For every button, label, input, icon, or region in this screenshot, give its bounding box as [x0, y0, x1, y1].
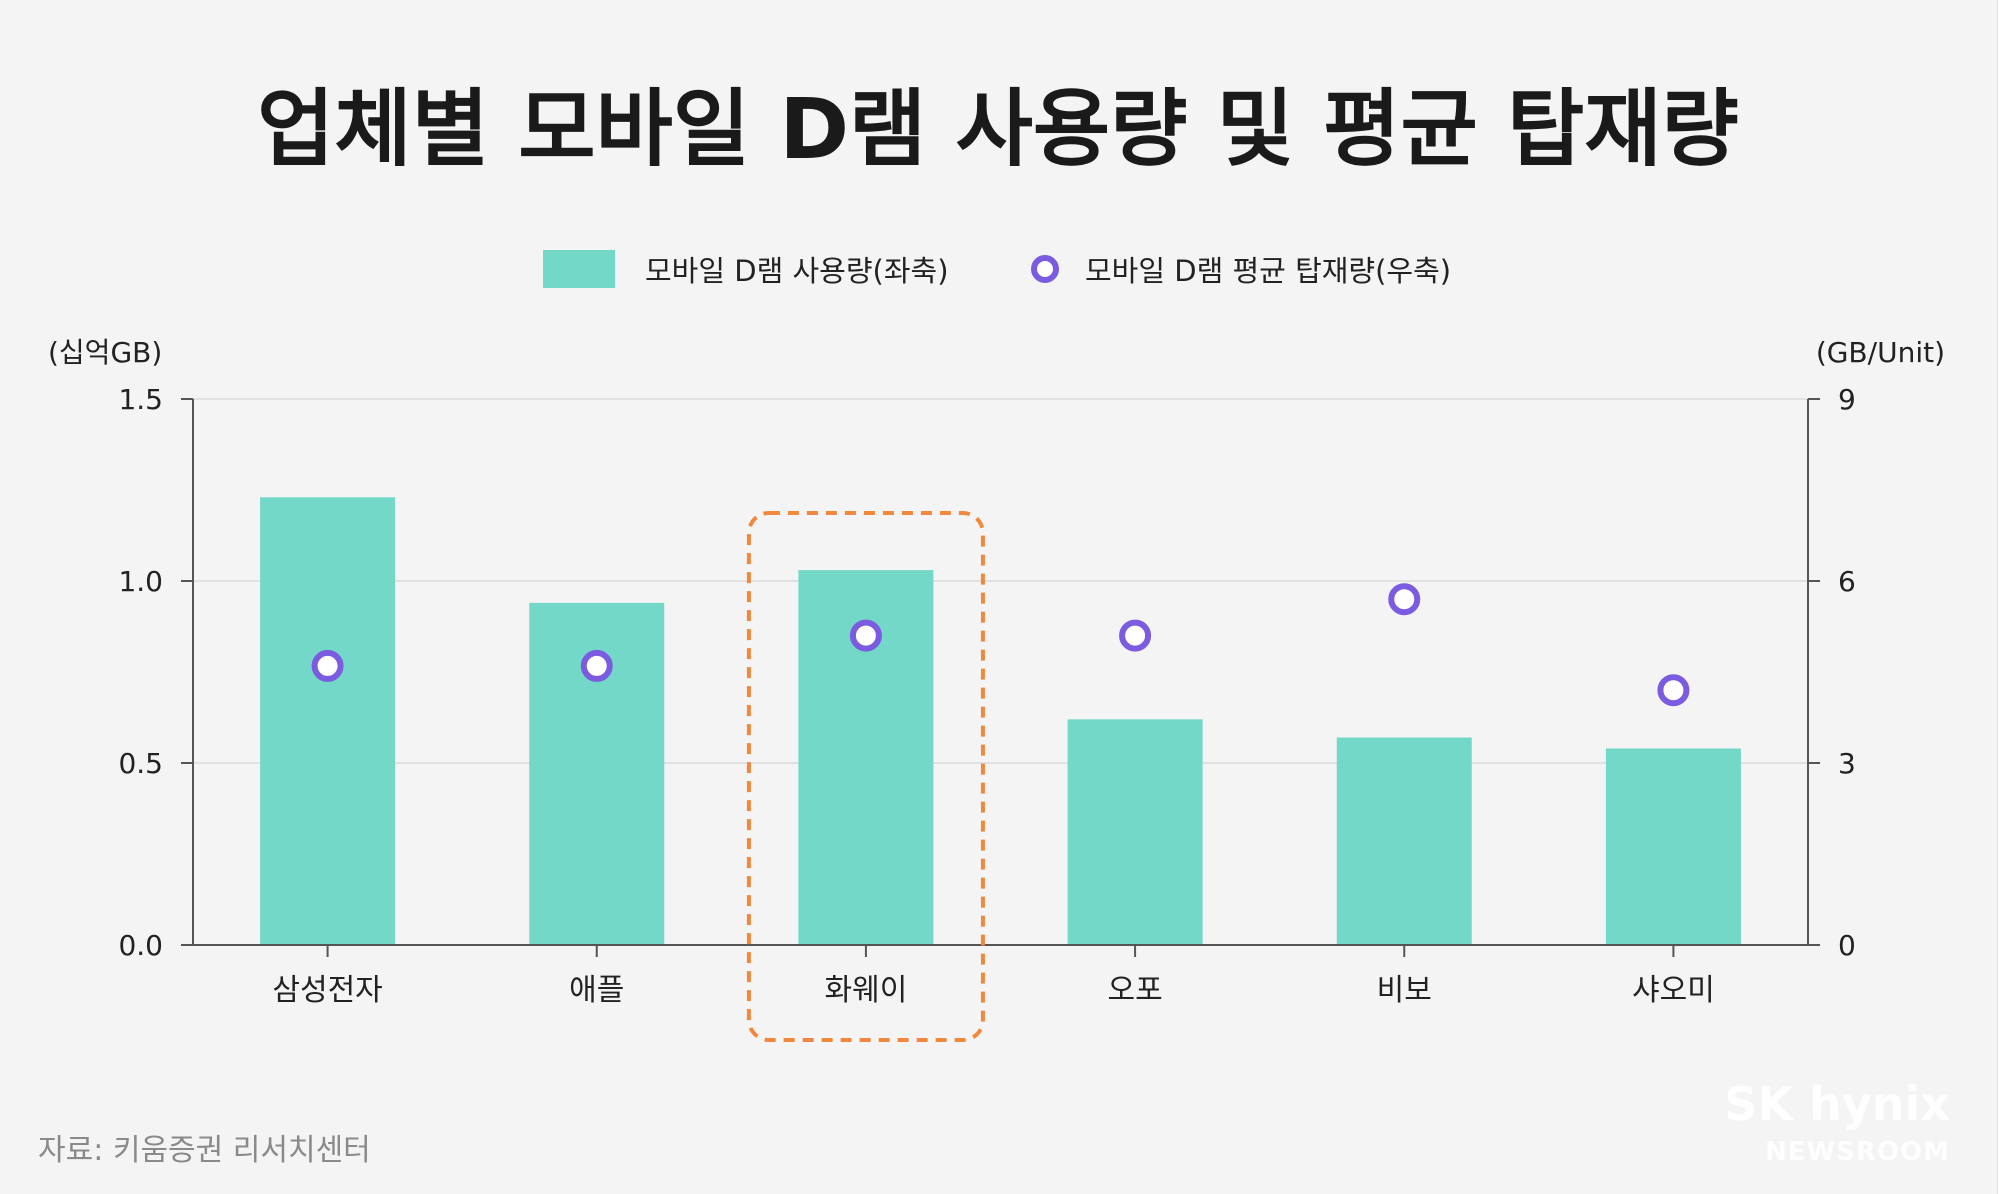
legend-bar-label: 모바일 D램 사용량(좌축) — [645, 254, 949, 288]
highlight-box-outline — [746, 511, 985, 1042]
legend-dot-label: 모바일 D램 평균 탑재량(우축) — [1085, 254, 1451, 288]
category-label: 삼성전자 — [272, 973, 382, 1008]
left-tick-label: 0.5 — [118, 747, 163, 780]
sk-hynix-newsroom-logo: SK hynix NEWSROOM — [1724, 1077, 1950, 1167]
data-dot — [1119, 619, 1152, 652]
highlight-box — [746, 511, 985, 1042]
category-label: 비보 — [1377, 973, 1432, 1008]
legend-dot-swatch — [1031, 255, 1059, 283]
logo-sub: NEWSROOM — [1765, 1137, 1950, 1167]
right-axis-ticks: 0 3 6 9 — [1808, 383, 1856, 962]
dots — [311, 583, 1690, 707]
data-dot — [1388, 583, 1421, 616]
category-label: 화웨이 — [825, 973, 908, 1008]
data-dot — [311, 649, 344, 682]
bars — [260, 497, 1741, 945]
category-label: 오포 — [1107, 973, 1162, 1008]
chart-title: 업체별 모바일 D램 사용량 및 평균 탑재량 — [257, 80, 1739, 178]
left-axis-unit: (십억GB) — [48, 336, 162, 369]
source-note: 자료: 키움증권 리서치센터 — [38, 1133, 371, 1168]
bar — [1067, 719, 1203, 945]
right-tick-label: 6 — [1838, 565, 1856, 598]
right-axis-unit: (GB/Unit) — [1816, 336, 1945, 369]
left-axis-ticks: 0.0 0.5 1.0 1.5 — [118, 383, 193, 962]
logo-brand: SK hynix — [1724, 1077, 1950, 1131]
right-tick-label: 9 — [1838, 383, 1856, 416]
data-dot — [1657, 674, 1690, 707]
category-labels: 삼성전자 애플 화웨이 오포 비보 샤오미 — [272, 973, 1714, 1008]
axes — [192, 399, 1809, 957]
right-tick-label: 0 — [1838, 929, 1856, 962]
left-tick-label: 0.0 — [118, 929, 163, 962]
left-tick-label: 1.0 — [118, 565, 163, 598]
bar — [260, 497, 396, 945]
left-tick-label: 1.5 — [118, 383, 163, 416]
bar — [1336, 737, 1472, 945]
legend: 모바일 D램 사용량(좌축) 모바일 D램 평균 탑재량(우축) — [543, 250, 1451, 288]
category-label: 샤오미 — [1632, 973, 1715, 1008]
category-label: 애플 — [569, 973, 624, 1008]
legend-bar-swatch — [543, 250, 615, 288]
data-dot — [580, 649, 613, 682]
bar — [1605, 748, 1741, 945]
right-tick-label: 3 — [1838, 747, 1856, 780]
data-dot — [849, 619, 882, 652]
grid-lines — [193, 398, 1808, 764]
